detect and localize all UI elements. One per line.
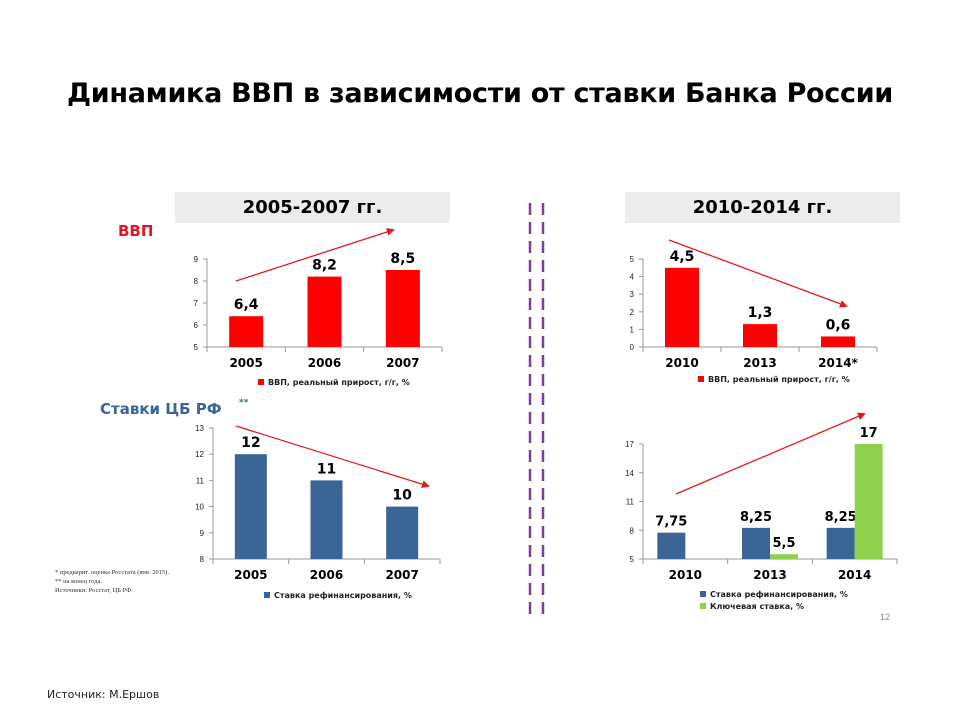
data-label: 11	[317, 461, 336, 477]
y-tick-label: 8	[630, 526, 635, 535]
bar	[665, 267, 699, 347]
y-tick-label: 5	[630, 255, 635, 264]
x-tick-label: 2010	[669, 568, 702, 582]
bar	[229, 316, 264, 347]
bar	[307, 276, 342, 347]
data-label: 5,5	[772, 536, 795, 551]
x-tick-label: 2013	[743, 356, 776, 370]
data-label: 12	[241, 435, 260, 451]
x-tick-label: 2005	[234, 568, 267, 582]
legend-swatch	[698, 376, 704, 382]
x-tick-label: 2005	[229, 356, 262, 370]
bar	[743, 324, 777, 347]
bar	[386, 506, 419, 559]
y-tick-label: 8	[200, 555, 205, 564]
bar	[310, 480, 343, 559]
y-tick-label: 14	[625, 469, 634, 478]
legend-swatch	[700, 591, 706, 597]
y-tick-label: 17	[625, 440, 634, 449]
footnote-2: ** на конец года.	[55, 578, 103, 585]
data-label: 8,2	[312, 258, 337, 274]
gdp-section-label: ВВП	[118, 222, 154, 240]
legend-entry: ВВП, реальный прирост, г/г, %	[268, 378, 410, 387]
y-tick-label: 12	[195, 450, 204, 459]
data-label: 8,5	[390, 251, 415, 267]
bar	[234, 454, 267, 559]
bar	[385, 270, 420, 347]
footnote-1: * предварит. оценка Росстата (янв. 2015)…	[55, 569, 170, 576]
y-tick-label: 9	[200, 529, 205, 538]
footnote-3: Источники: Росстат, ЦБ РФ.	[55, 587, 133, 594]
y-tick-label: 11	[196, 476, 205, 485]
y-tick-label: 7	[194, 299, 199, 308]
bar	[826, 527, 855, 559]
legend-swatch	[264, 592, 270, 598]
data-label: 0,6	[826, 317, 851, 333]
bar	[821, 336, 855, 347]
data-label: 17	[860, 426, 878, 441]
data-label: 8,25	[740, 510, 772, 525]
data-label: 7,75	[655, 515, 687, 530]
bar	[854, 444, 883, 559]
y-tick-label: 6	[194, 321, 199, 330]
legend-entry: Ключевая ставка, %	[710, 602, 804, 611]
y-tick-label: 11	[626, 498, 635, 507]
legend-entry: Ставка рефинансирования, %	[710, 590, 848, 599]
y-tick-label: 5	[194, 343, 199, 352]
y-tick-label: 2	[630, 308, 635, 317]
rates-section-label: Ставки ЦБ РФ	[100, 400, 222, 418]
y-tick-label: 5	[630, 555, 635, 564]
bar	[742, 527, 770, 559]
y-tick-label: 3	[630, 290, 635, 299]
source-note: Источник: М.Ершов	[47, 688, 160, 701]
y-tick-label: 10	[195, 503, 204, 512]
y-tick-label: 13	[195, 424, 204, 433]
data-label: 6,4	[234, 297, 259, 313]
x-tick-label: 2006	[308, 356, 341, 370]
page-number: 12	[880, 612, 891, 622]
legend-entry: Ставка рефинансирования, %	[274, 591, 412, 600]
y-tick-label: 4	[630, 273, 635, 282]
legend-swatch	[700, 603, 706, 609]
y-tick-label: 1	[630, 325, 635, 334]
trend-arrow	[235, 228, 395, 282]
x-tick-label: 2013	[753, 568, 786, 582]
y-tick-label: 0	[630, 343, 635, 352]
y-tick-label: 8	[194, 277, 199, 286]
data-label: 1,3	[748, 305, 773, 321]
x-tick-label: 2007	[386, 356, 419, 370]
x-tick-label: 2010	[665, 356, 698, 370]
x-tick-label: 2014	[838, 568, 871, 582]
bar	[770, 554, 798, 559]
trend-arrow	[675, 412, 866, 495]
rates-label-footnote-mark: **	[239, 398, 249, 408]
legend-entry: ВВП, реальный прирост, г/г, %	[708, 375, 850, 384]
right-period-header: 2010-2014 гг.	[625, 192, 900, 223]
legend-swatch	[258, 379, 264, 385]
bar	[657, 532, 686, 559]
left-period-header: 2005-2007 гг.	[175, 192, 450, 223]
page-title: Динамика ВВП в зависимости от ставки Бан…	[67, 78, 893, 109]
data-label: 10	[392, 488, 412, 504]
data-label: 8,25	[825, 510, 857, 525]
data-label: 4,5	[670, 249, 695, 265]
y-tick-label: 9	[194, 255, 199, 264]
x-tick-label: 2014*	[818, 356, 858, 370]
x-tick-label: 2007	[385, 568, 418, 582]
trend-arrow	[235, 425, 430, 489]
x-tick-label: 2006	[310, 568, 343, 582]
trend-arrow	[668, 239, 848, 308]
